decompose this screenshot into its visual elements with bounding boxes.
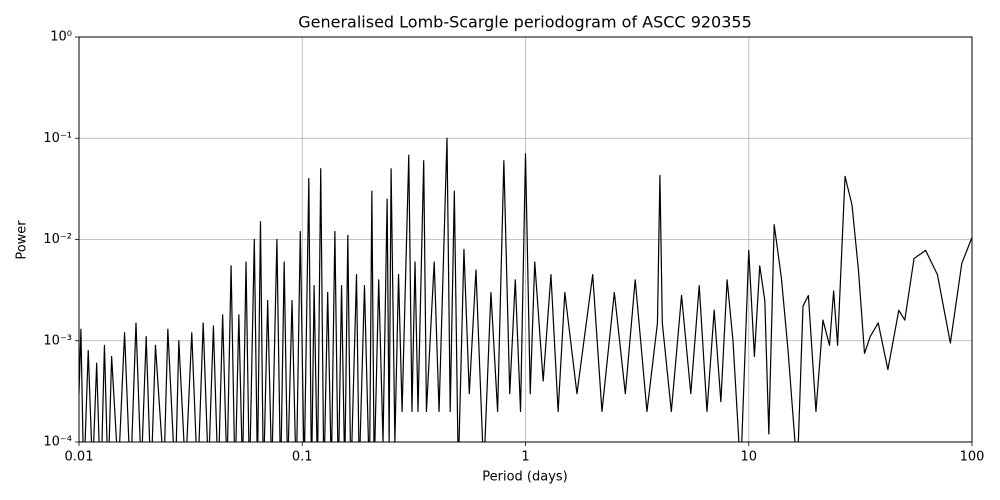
- x-tick-label: 1: [521, 450, 529, 465]
- plot-area: [79, 137, 972, 442]
- x-tick-label: 10: [740, 450, 757, 465]
- y-tick-label: 10⁻²: [43, 232, 72, 247]
- x-tick-label: 100: [960, 450, 985, 465]
- x-tick-label: 0.1: [292, 450, 313, 465]
- y-tick-label: 10⁰: [50, 30, 72, 45]
- ticks: 0.01 0.1 1 10 100 10⁻⁴ 10⁻³ 10⁻² 10⁻¹ 10⁰: [43, 30, 984, 465]
- y-tick-label: 10⁻³: [43, 333, 72, 348]
- x-tick-label: 0.01: [65, 450, 94, 465]
- x-axis-label: Period (days): [482, 470, 568, 485]
- y-tick-label: 10⁻¹: [43, 131, 72, 146]
- y-axis-label: Power: [15, 220, 30, 260]
- periodogram-line: [79, 137, 972, 442]
- chart-title: Generalised Lomb-Scargle periodogram of …: [298, 13, 752, 32]
- y-tick-label: 10⁻⁴: [43, 435, 72, 450]
